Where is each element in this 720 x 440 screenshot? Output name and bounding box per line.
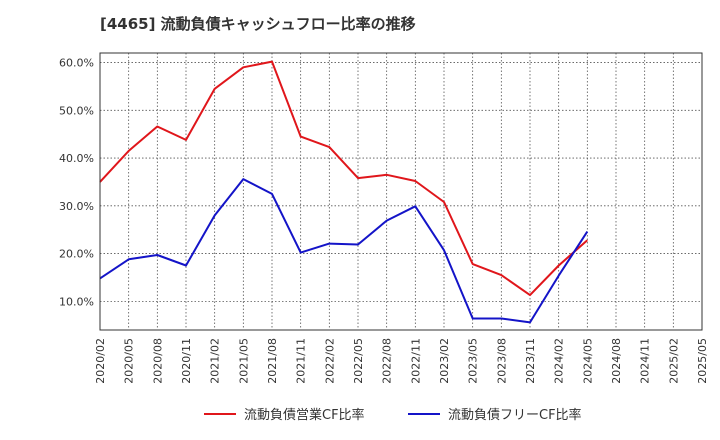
x-tick-label: 2022/02 xyxy=(323,338,336,384)
x-tick-label: 2025/02 xyxy=(667,338,680,384)
x-tick-label: 2024/08 xyxy=(610,338,623,384)
legend: 流動負債営業CF比率 流動負債フリーCF比率 xyxy=(204,407,582,423)
x-tick-label: 2020/08 xyxy=(151,338,164,384)
x-tick-label: 2021/05 xyxy=(237,338,250,384)
x-tick-label: 2020/05 xyxy=(123,338,136,384)
x-tick-label: 2023/08 xyxy=(495,338,508,384)
y-axis: 10.0% 20.0% 30.0% 40.0% 50.0% 60.0% xyxy=(59,57,94,309)
y-tick-label: 30.0% xyxy=(59,200,94,213)
series-line-1 xyxy=(99,178,589,324)
series-line-0 xyxy=(99,60,588,297)
chart-title: [4465] 流動負債キャッシュフロー比率の推移 xyxy=(100,15,416,33)
x-tick-label: 2021/02 xyxy=(209,338,222,384)
x-tick-label: 2025/05 xyxy=(696,338,709,384)
plot-frame xyxy=(99,52,703,331)
x-axis: 2020/02 2020/05 2020/08 2020/11 2021/02 2021/… xyxy=(94,338,709,384)
x-tick-label: 2021/11 xyxy=(295,338,308,384)
grid xyxy=(100,53,702,330)
x-tick-label: 2022/05 xyxy=(352,338,365,384)
x-tick-label: 2024/02 xyxy=(553,338,566,384)
x-tick-label: 2021/08 xyxy=(266,338,279,384)
y-tick-label: 60.0% xyxy=(59,57,94,70)
y-tick-label: 40.0% xyxy=(59,152,94,165)
x-tick-label: 2024/05 xyxy=(581,338,594,384)
x-tick-label: 2023/11 xyxy=(524,338,537,384)
y-tick-label: 50.0% xyxy=(59,104,94,117)
x-tick-label: 2023/05 xyxy=(467,338,480,384)
legend-label-1: 流動負債フリーCF比率 xyxy=(448,407,582,423)
x-tick-label: 2022/08 xyxy=(381,338,394,384)
x-tick-label: 2024/11 xyxy=(639,338,652,384)
series-lines xyxy=(99,60,589,324)
y-tick-label: 20.0% xyxy=(59,248,94,261)
x-tick-label: 2023/02 xyxy=(438,338,451,384)
x-tick-label: 2022/11 xyxy=(409,338,422,384)
y-tick-label: 10.0% xyxy=(59,295,94,308)
x-tick-label: 2020/11 xyxy=(180,338,193,384)
legend-label-0: 流動負債営業CF比率 xyxy=(244,407,365,423)
x-tick-label: 2020/02 xyxy=(94,338,107,384)
